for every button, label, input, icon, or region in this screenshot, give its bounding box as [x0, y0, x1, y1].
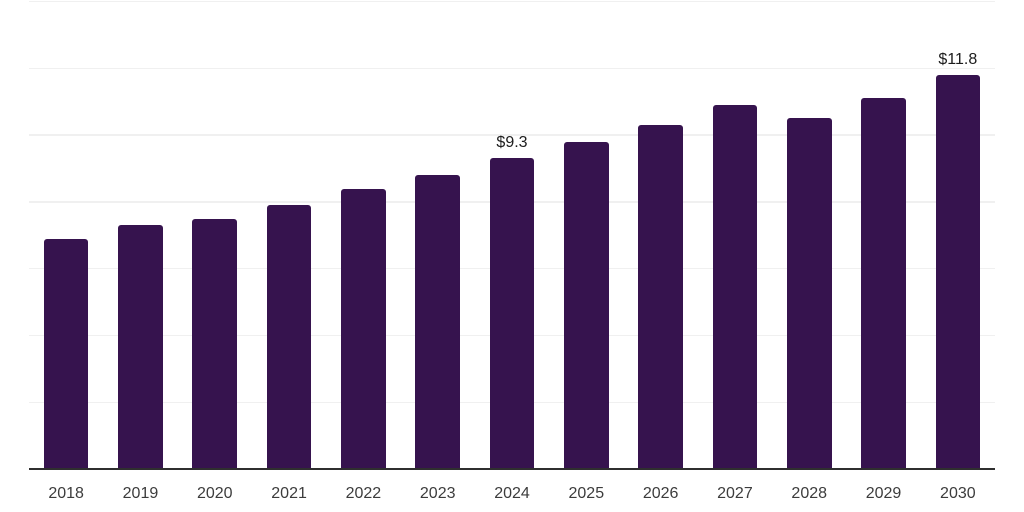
- bar-2021: [266, 205, 312, 470]
- x-tick-2029: 2029: [865, 485, 902, 502]
- gridline-y12: [29, 67, 995, 69]
- x-tick-2024: 2024: [494, 485, 530, 502]
- bar-2018: [43, 238, 89, 470]
- x-tick-2028: 2028: [791, 485, 828, 502]
- gridline-y10: [29, 134, 995, 136]
- bar-2025: [564, 141, 609, 470]
- bar-2029: [861, 98, 906, 470]
- bar-2026: [638, 125, 683, 470]
- x-tick-2025: 2025: [568, 485, 605, 502]
- x-tick-2020: 2020: [196, 485, 233, 502]
- value-label-2024: $9.3: [496, 134, 528, 152]
- bar-2022: [341, 188, 386, 470]
- x-tick-2022: 2022: [345, 485, 382, 502]
- x-tick-2027: 2027: [717, 485, 753, 502]
- bar-2028: [786, 118, 832, 470]
- bar-2027: [712, 105, 758, 470]
- bar-2024: [489, 158, 535, 470]
- x-tick-2026: 2026: [642, 485, 679, 502]
- x-tick-2019: 2019: [122, 485, 159, 502]
- bar-2019: [118, 225, 163, 470]
- x-tick-2021: 2021: [271, 485, 307, 502]
- bar-2030: [935, 74, 981, 470]
- x-tick-2030: 2030: [940, 485, 976, 502]
- bar-2020: [192, 218, 238, 470]
- value-label-2030: $11.8: [938, 50, 978, 68]
- x-tick-2018: 2018: [48, 485, 84, 502]
- x-tick-2023: 2023: [419, 485, 456, 502]
- gridline-y14: [29, 0, 995, 3]
- x-axis-line: [29, 468, 995, 471]
- bar-2023: [415, 175, 460, 470]
